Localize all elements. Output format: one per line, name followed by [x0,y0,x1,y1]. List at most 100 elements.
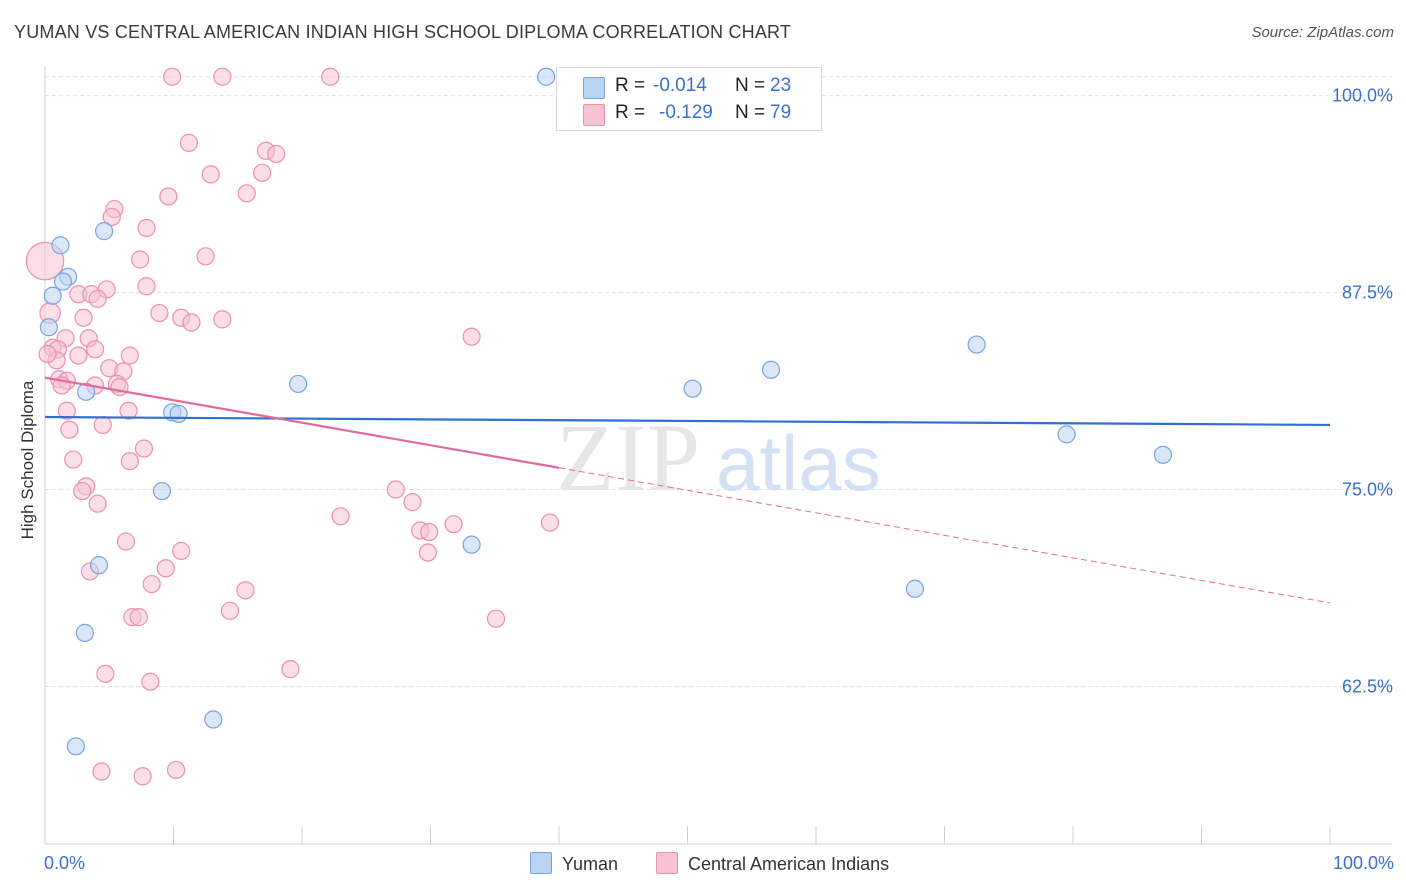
data-point [88,494,107,513]
data-point [102,207,121,227]
data-point [89,556,109,575]
trend-lines [44,376,1331,604]
legend-r-label: R = [615,102,646,123]
data-point [418,543,438,562]
data-point [537,67,556,86]
watermark: ZIP atlas [556,404,881,511]
trend-line-yuman [44,415,1331,427]
x-tick-label-max: 100.0% [1332,853,1394,873]
data-point [182,313,201,332]
data-point [74,308,93,327]
source-label: Source: ZipAtlas.com [1251,24,1394,41]
data-point [96,664,115,683]
data-point [69,346,88,365]
data-point [237,184,256,203]
data-point [137,218,156,238]
data-point [213,67,232,86]
data-point [486,609,506,628]
chart-title: YUMAN VS CENTRAL AMERICAN INDIAN HIGH SC… [14,22,792,42]
data-point [88,289,107,308]
data-point [152,481,172,501]
data-point [905,579,925,598]
data-point [172,541,191,561]
data-point [86,340,105,359]
legend-n-label: N = [735,75,766,96]
watermark-atlas: atlas [716,419,881,507]
y-tick-label: 100.0% [1332,86,1393,106]
data-point [75,623,94,642]
data-point [73,481,92,501]
data-point [95,222,114,241]
y-axis-label: High School Diploma [18,380,37,540]
data-point [116,532,136,551]
data-point [129,608,148,627]
data-point [39,318,58,337]
data-point [159,187,178,206]
data-point [403,493,422,512]
bottom-legend-swatch-yuman [530,852,552,874]
data-point [179,133,199,152]
bottom-legend-swatch-cai [656,852,678,874]
x-tick-label-min: 0.0% [44,853,86,873]
data-point [119,401,138,420]
data-point [92,762,111,781]
data-point [66,737,85,756]
legend-n-value: 23 [770,75,792,96]
data-point [133,767,152,786]
data-point [683,379,702,398]
axes [44,66,1392,845]
data-point [150,303,169,323]
data-point [156,559,175,578]
bottom-legend-yuman: Yuman [530,852,618,875]
legend-swatch-cai [583,104,605,126]
data-point [462,327,481,346]
legend-n-value: 79 [770,102,792,123]
data-point [60,420,79,439]
data-point [236,581,255,600]
data-point [1153,445,1173,464]
y-tick-label: 75.0% [1342,480,1393,500]
data-point [120,346,139,365]
series-central-american-indians [25,67,560,786]
correlation-legend: R = -0.014 N = 23 R = -0.129 N = 79 [556,67,822,131]
data-point [267,144,286,164]
data-point [43,286,62,305]
data-point [77,382,96,401]
data-point [1057,425,1076,444]
data-point [142,574,161,594]
data-point [93,415,112,435]
data-point [761,360,781,379]
bottom-legend-cai: Central American Indians [656,852,889,875]
data-point [64,450,83,469]
data-point [213,310,232,329]
data-point [169,404,188,423]
data-point [386,480,405,499]
y-tick-label: 62.5% [1342,676,1393,696]
data-point [321,67,340,86]
legend-r-label: R = [615,75,646,96]
data-point [53,272,73,291]
bottom-legend-label-cai: Central American Indians [688,854,890,874]
data-point [196,247,215,266]
data-point [220,601,240,620]
data-point [289,374,308,394]
data-point [163,67,182,86]
legend-r-value: -0.014 [653,75,707,96]
data-point [120,452,139,471]
data-point [134,439,154,458]
bottom-legend-label-yuman: Yuman [562,854,619,874]
data-point [444,515,463,534]
y-tick-label: 87.5% [1342,283,1393,303]
data-point [141,672,160,691]
legend-n-label: N = [735,102,766,123]
data-point [331,507,350,526]
data-point [462,535,481,554]
data-point [204,710,223,729]
data-point [967,335,986,354]
trend-line-cai-dashed [558,467,1331,604]
data-point [281,660,300,679]
data-point [201,165,220,184]
data-point [130,250,150,269]
data-point [110,378,129,397]
trend-line-cai-solid [44,376,560,469]
